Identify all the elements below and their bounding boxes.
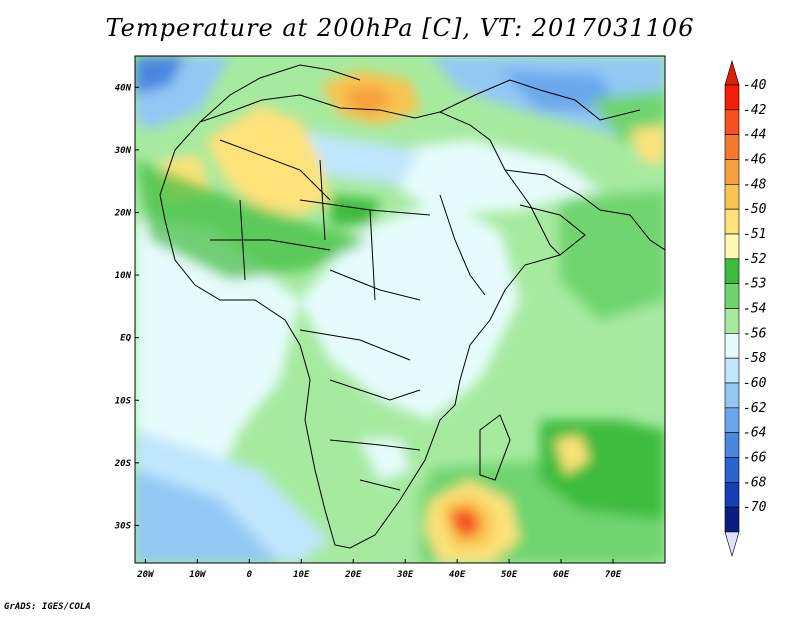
colorbar: -40 -42 -44 -46 -48 -50 -51 -52 -53 -54 -56 -58 -60 -… [724, 59, 767, 558]
colorbar-label: -44 [743, 128, 766, 143]
colorbar-label: -62 [743, 401, 767, 416]
colorbar-swatch [724, 432, 740, 458]
x-tick-label: 60E [553, 570, 570, 580]
colorbar-swatch [724, 134, 740, 160]
colorbar-label: -56 [743, 326, 767, 341]
x-tick-label: 70E [605, 570, 622, 580]
x-tick-label: 50E [501, 570, 518, 580]
colorbar-label: -53 [743, 277, 766, 292]
colorbar-swatch [724, 457, 740, 483]
y-tick-label: 10N [115, 271, 132, 281]
colorbar-label: -58 [743, 351, 767, 366]
colorbar-label: -48 [743, 177, 767, 192]
x-tick-label: 30E [396, 570, 414, 580]
colorbar-swatch [724, 208, 740, 235]
x-tick-label: 0 [247, 570, 253, 580]
colorbar-swatch [724, 109, 740, 135]
colorbar-top-arrow [724, 59, 740, 86]
colorbar-label: -54 [743, 302, 766, 317]
colorbar-swatch [724, 407, 740, 433]
colorbar-swatch [724, 357, 740, 384]
x-tick-label: 40E [449, 570, 466, 580]
colorbar-label: -68 [743, 475, 767, 490]
colorbar-swatch [724, 308, 740, 334]
colorbar-label: -40 [743, 78, 767, 93]
colorbar-label: -51 [743, 227, 766, 242]
y-tick-label: 30N [114, 146, 132, 156]
y-axis-ticks: 40N 30N 20N 10N EQ 10S 20S 30S [114, 83, 139, 531]
colorbar-swatch [724, 258, 740, 284]
colorbar-label: -46 [743, 153, 767, 168]
temperature-field [135, 56, 665, 563]
y-tick-label: EQ [120, 334, 131, 344]
colorbar-label: -64 [743, 426, 766, 441]
colorbar-swatch [724, 159, 740, 185]
y-tick-label: 30S [114, 521, 132, 531]
colorbar-swatch [724, 84, 740, 111]
y-tick-label: 10S [115, 396, 132, 406]
x-tick-label: 20E [344, 570, 362, 580]
x-tick-label: 10E [293, 570, 310, 580]
x-axis-ticks: 20W 10W 0 10E 20E 30E 40E 50E 60E 70E [136, 559, 622, 580]
colorbar-bottom-arrow [724, 531, 740, 558]
x-tick-label: 20W [136, 570, 155, 580]
y-tick-label: 40N [115, 83, 132, 93]
colorbar-swatch [724, 233, 740, 260]
colorbar-label: -50 [743, 202, 767, 217]
colorbar-swatch [724, 333, 740, 359]
map-title: Temperature at 200hPa [C], VT: 201703110… [105, 14, 695, 42]
colorbar-label: -42 [743, 103, 767, 118]
x-tick-label: 10W [189, 570, 207, 580]
colorbar-swatch [724, 283, 740, 309]
colorbar-label: -60 [743, 376, 767, 391]
map-frame [134, 55, 666, 564]
colorbar-label: -66 [743, 451, 767, 466]
footer-credit: GrADS: IGES/COLA [4, 602, 91, 612]
colorbar-label: -52 [743, 252, 767, 267]
colorbar-swatch [724, 382, 740, 409]
colorbar-swatch [724, 184, 740, 210]
colorbar-swatch [724, 506, 740, 533]
colorbar-label: -70 [743, 500, 767, 515]
y-tick-label: 20N [114, 208, 132, 218]
y-tick-label: 20S [114, 459, 132, 469]
colorbar-swatch [724, 482, 740, 508]
